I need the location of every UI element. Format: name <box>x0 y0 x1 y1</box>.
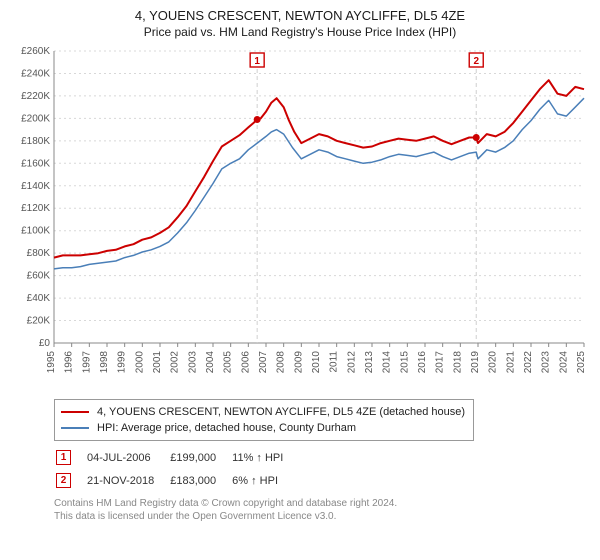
sale-pct: 6% ↑ HPI <box>232 470 297 491</box>
sales-table: 1 04-JUL-2006£199,00011% ↑ HPI 2 21-NOV-201… <box>54 445 299 493</box>
svg-text:1997: 1997 <box>81 351 92 374</box>
svg-text:2009: 2009 <box>293 351 304 374</box>
svg-text:2011: 2011 <box>329 351 340 373</box>
svg-text:£180K: £180K <box>21 136 50 147</box>
svg-text:£60K: £60K <box>27 271 51 282</box>
svg-text:1996: 1996 <box>64 351 75 374</box>
svg-text:£80K: £80K <box>27 248 51 259</box>
sale-price: £183,000 <box>170 470 230 491</box>
chart-subtitle: Price paid vs. HM Land Registry's House … <box>10 25 590 39</box>
svg-text:£160K: £160K <box>21 158 50 169</box>
svg-text:£100K: £100K <box>21 226 50 237</box>
svg-text:1998: 1998 <box>99 351 110 374</box>
svg-text:£20K: £20K <box>27 316 51 327</box>
svg-text:2023: 2023 <box>541 351 552 374</box>
svg-text:2004: 2004 <box>205 351 216 374</box>
svg-text:2013: 2013 <box>364 351 375 374</box>
svg-text:£0: £0 <box>39 338 51 349</box>
sale-row: 1 04-JUL-2006£199,00011% ↑ HPI <box>56 447 297 468</box>
svg-text:2024: 2024 <box>558 351 569 374</box>
svg-text:2012: 2012 <box>346 351 357 374</box>
svg-text:2020: 2020 <box>488 351 499 374</box>
svg-text:£140K: £140K <box>21 181 50 192</box>
svg-text:£220K: £220K <box>21 91 50 102</box>
svg-text:2025: 2025 <box>576 351 587 374</box>
chart-container: 4, YOUENS CRESCENT, NEWTON AYCLIFFE, DL5… <box>0 0 600 527</box>
footer-line2: This data is licensed under the Open Gov… <box>54 510 590 523</box>
svg-text:2005: 2005 <box>223 351 234 374</box>
svg-text:£120K: £120K <box>21 203 50 214</box>
svg-text:£200K: £200K <box>21 113 50 124</box>
svg-text:2000: 2000 <box>134 351 145 374</box>
legend-label: 4, YOUENS CRESCENT, NEWTON AYCLIFFE, DL5… <box>97 404 465 420</box>
svg-text:2016: 2016 <box>417 351 428 374</box>
svg-text:2006: 2006 <box>240 351 251 374</box>
legend-swatch <box>61 411 89 413</box>
sale-date: 21-NOV-2018 <box>87 470 168 491</box>
chart-title: 4, YOUENS CRESCENT, NEWTON AYCLIFFE, DL5… <box>10 8 590 23</box>
svg-text:2: 2 <box>473 56 479 67</box>
svg-text:2018: 2018 <box>452 351 463 374</box>
svg-text:2022: 2022 <box>523 351 534 374</box>
svg-text:2010: 2010 <box>311 351 322 374</box>
svg-text:2003: 2003 <box>187 351 198 374</box>
sale-badge: 2 <box>56 473 71 488</box>
svg-text:2017: 2017 <box>435 351 446 374</box>
line-chart: £0 £20K £40K £60K £80K £100K £120K £140K £160K £1… <box>10 45 590 393</box>
sale-pct: 11% ↑ HPI <box>232 447 297 468</box>
svg-text:£260K: £260K <box>21 46 50 57</box>
legend: 4, YOUENS CRESCENT, NEWTON AYCLIFFE, DL5… <box>54 399 474 441</box>
sale-price: £199,000 <box>170 447 230 468</box>
svg-text:2002: 2002 <box>170 351 181 374</box>
svg-text:2015: 2015 <box>399 351 410 374</box>
footer-text: Contains HM Land Registry data © Crown c… <box>54 497 590 523</box>
svg-text:2021: 2021 <box>505 351 516 374</box>
legend-row: 4, YOUENS CRESCENT, NEWTON AYCLIFFE, DL5… <box>61 404 467 420</box>
svg-text:2007: 2007 <box>258 351 269 374</box>
legend-row: HPI: Average price, detached house, Coun… <box>61 420 467 436</box>
legend-label: HPI: Average price, detached house, Coun… <box>97 420 356 436</box>
chart-svg: £0 £20K £40K £60K £80K £100K £120K £140K £160K £1… <box>10 45 590 393</box>
svg-text:2019: 2019 <box>470 351 481 374</box>
sale-badge: 1 <box>56 450 71 465</box>
svg-text:£240K: £240K <box>21 68 50 79</box>
footer-line1: Contains HM Land Registry data © Crown c… <box>54 497 590 510</box>
sale-date: 04-JUL-2006 <box>87 447 168 468</box>
svg-text:2001: 2001 <box>152 351 163 374</box>
svg-text:2014: 2014 <box>382 351 393 374</box>
svg-text:1: 1 <box>254 56 260 67</box>
svg-text:£40K: £40K <box>27 293 51 304</box>
legend-swatch <box>61 427 89 429</box>
svg-text:1999: 1999 <box>117 351 128 374</box>
svg-text:1995: 1995 <box>46 351 57 374</box>
sale-row: 2 21-NOV-2018£183,0006% ↑ HPI <box>56 470 297 491</box>
svg-text:2008: 2008 <box>276 351 287 374</box>
